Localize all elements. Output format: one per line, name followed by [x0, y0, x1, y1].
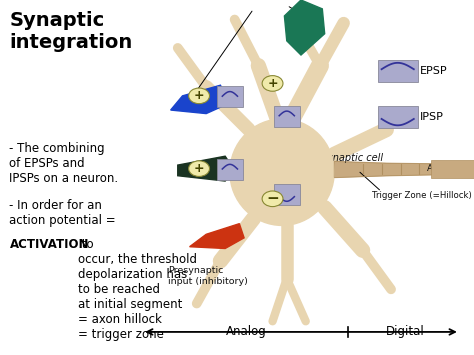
Circle shape [189, 88, 210, 104]
Text: EPSP: EPSP [419, 66, 447, 76]
Circle shape [262, 191, 283, 207]
Text: Digital: Digital [386, 326, 425, 338]
Text: Analog: Analog [226, 326, 267, 338]
Text: ACTIVATION: ACTIVATION [9, 238, 89, 251]
FancyBboxPatch shape [274, 106, 300, 127]
FancyBboxPatch shape [378, 106, 418, 129]
FancyBboxPatch shape [217, 86, 243, 107]
Text: +: + [194, 162, 204, 175]
Text: +: + [194, 89, 204, 102]
FancyBboxPatch shape [217, 159, 243, 180]
Text: Presynaptic
input (inhibitory): Presynaptic input (inhibitory) [168, 266, 248, 286]
FancyBboxPatch shape [378, 60, 418, 82]
Text: +: + [267, 77, 278, 90]
Polygon shape [178, 156, 235, 181]
Text: Trigger Zone (=Hillock): Trigger Zone (=Hillock) [372, 191, 472, 200]
Text: to
occur, the threshold
depolarization has
to be reached
at initial segment
= ax: to occur, the threshold depolarization h… [78, 238, 197, 341]
Ellipse shape [230, 119, 334, 225]
Text: - In order for an
action potential =: - In order for an action potential = [9, 199, 116, 227]
Text: IPSP: IPSP [419, 112, 443, 122]
FancyBboxPatch shape [431, 160, 474, 178]
Polygon shape [334, 162, 472, 178]
Polygon shape [171, 85, 230, 114]
Polygon shape [190, 224, 244, 248]
Circle shape [189, 161, 210, 176]
Text: Postsynaptic cell: Postsynaptic cell [301, 153, 383, 163]
Circle shape [262, 76, 283, 91]
Text: Synaptic
integration: Synaptic integration [9, 11, 133, 51]
Text: −: − [266, 191, 279, 206]
Text: Action Potential?: Action Potential? [427, 164, 474, 173]
Text: - The combining
of EPSPs and
IPSPs on a neuron.: - The combining of EPSPs and IPSPs on a … [9, 142, 119, 185]
Polygon shape [284, 0, 325, 55]
FancyBboxPatch shape [274, 184, 300, 205]
